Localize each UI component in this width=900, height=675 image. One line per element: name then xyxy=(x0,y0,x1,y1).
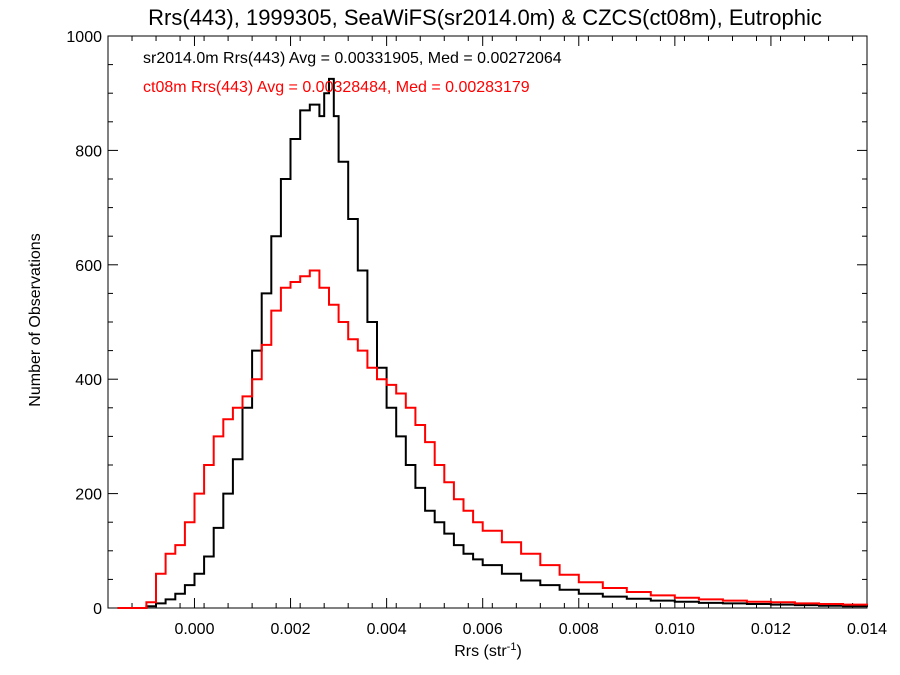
x-tick-label: 0.010 xyxy=(655,621,695,638)
y-tick-label: 800 xyxy=(75,143,102,160)
x-tick-label: 0.002 xyxy=(271,621,311,638)
y-tick-label: 400 xyxy=(75,372,102,389)
x-tick-label: 0.014 xyxy=(847,621,887,638)
y-tick-label: 200 xyxy=(75,487,102,504)
x-tick-label: 0.012 xyxy=(751,621,791,638)
x-axis-label-superscript: -1 xyxy=(507,641,517,653)
plot-area: 0.000 0.002 0.004 0.006 0.008 0.010 0.012 0.014… xyxy=(66,29,887,638)
series-annotation-ct08m: ct08m Rrs(443) Avg = 0.00328484, Med = 0… xyxy=(143,79,530,96)
chart-title: Rrs(443), 1999305, SeaWiFS(sr2014.0m) & … xyxy=(148,5,822,30)
x-axis-label-close: ) xyxy=(516,643,521,660)
series-annotation-sr2014: sr2014.0m Rrs(443) Avg = 0.00331905, Med… xyxy=(143,50,562,67)
x-tick-label: 0.008 xyxy=(559,621,599,638)
series-line-ct08m xyxy=(117,269,868,609)
x-tick-label: 0.000 xyxy=(174,621,214,638)
y-axis-label: Number of Observations xyxy=(27,233,44,406)
x-axis-label: Rrs (str-1) xyxy=(454,641,522,660)
y-tick-label: 600 xyxy=(75,258,102,275)
x-tick-label: 0.006 xyxy=(463,621,503,638)
series-line-sr2014.0m xyxy=(117,77,868,609)
y-tick-label: 1000 xyxy=(66,29,102,46)
y-tick-label: 0 xyxy=(93,601,102,618)
x-tick-label: 0.004 xyxy=(367,621,407,638)
x-axis-label-main: Rrs (str xyxy=(454,643,507,660)
